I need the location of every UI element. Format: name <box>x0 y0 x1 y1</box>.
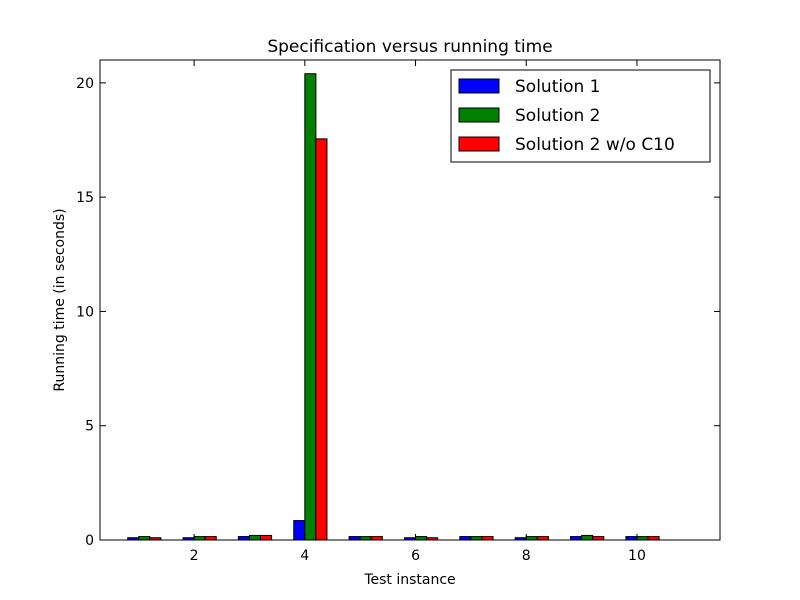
bar-series-3-instance-2 <box>204 536 217 541</box>
x-tick-label: 2 <box>190 548 199 564</box>
legend-label-series-1: Solution 1 <box>515 77 600 97</box>
legend: Solution 1 Solution 2 Solution 2 w/o C10 <box>450 69 711 163</box>
legend-label-series-2: Solution 2 <box>515 106 600 126</box>
bar-series-1-instance-3 <box>237 536 250 541</box>
bar-series-3-instance-8 <box>536 536 549 541</box>
bar-series-2-instance-3 <box>248 534 262 541</box>
bar-series-2-instance-9 <box>581 534 594 541</box>
bar-series-1-instance-7 <box>459 536 472 541</box>
x-axis-ticks: 2 4 6 8 10 <box>190 60 646 564</box>
x-tick-label: 10 <box>628 548 646 564</box>
bar-series-3-instance-9 <box>592 536 605 541</box>
legend-label-series-3: Solution 2 w/o C10 <box>515 135 675 155</box>
legend-swatch-series-2 <box>458 107 500 123</box>
bar-series-1-instance-9 <box>570 536 583 541</box>
bar-series-2-instance-6 <box>415 536 428 541</box>
y-tick-label: 10 <box>76 304 94 320</box>
bar-series-1-instance-10 <box>625 536 638 541</box>
bar-series-2-instance-1 <box>138 536 151 541</box>
bar-series-2-instance-4 <box>304 73 317 541</box>
chart-title: Specification versus running time <box>267 37 552 57</box>
bar-series-3-instance-4 <box>315 138 328 541</box>
x-tick-label: 4 <box>300 548 309 564</box>
legend-swatch-series-3 <box>458 136 500 152</box>
x-axis-label: Test instance <box>363 572 455 588</box>
bar-series-2-instance-5 <box>359 536 372 541</box>
bar-series-3-instance-7 <box>481 536 494 541</box>
y-axis-ticks: 0 5 10 15 20 <box>76 76 720 549</box>
y-tick-label: 5 <box>85 419 94 435</box>
bar-series-3-instance-5 <box>370 536 383 541</box>
bar-series-3-instance-10 <box>647 536 660 541</box>
x-tick-label: 8 <box>522 548 531 564</box>
bar-series-1-instance-4 <box>293 520 306 541</box>
y-tick-label: 20 <box>76 76 94 92</box>
plot-frame <box>99 59 721 541</box>
bar-series-2-instance-2 <box>193 536 206 541</box>
legend-swatch-series-1 <box>458 78 500 94</box>
legend-items: Solution 1 Solution 2 Solution 2 w/o C10 <box>458 77 675 155</box>
x-tick-label: 6 <box>411 548 420 564</box>
y-axis-label: Running time (in seconds) <box>52 208 68 391</box>
y-tick-label: 0 <box>85 533 94 549</box>
y-tick-label: 15 <box>76 190 94 206</box>
bar-series-3-instance-3 <box>260 534 273 541</box>
bar-series-1-instance-5 <box>348 536 361 541</box>
bar-series-2-instance-8 <box>525 536 538 541</box>
bar-series-2-instance-10 <box>636 536 649 541</box>
bar-series-2-instance-7 <box>470 536 483 541</box>
